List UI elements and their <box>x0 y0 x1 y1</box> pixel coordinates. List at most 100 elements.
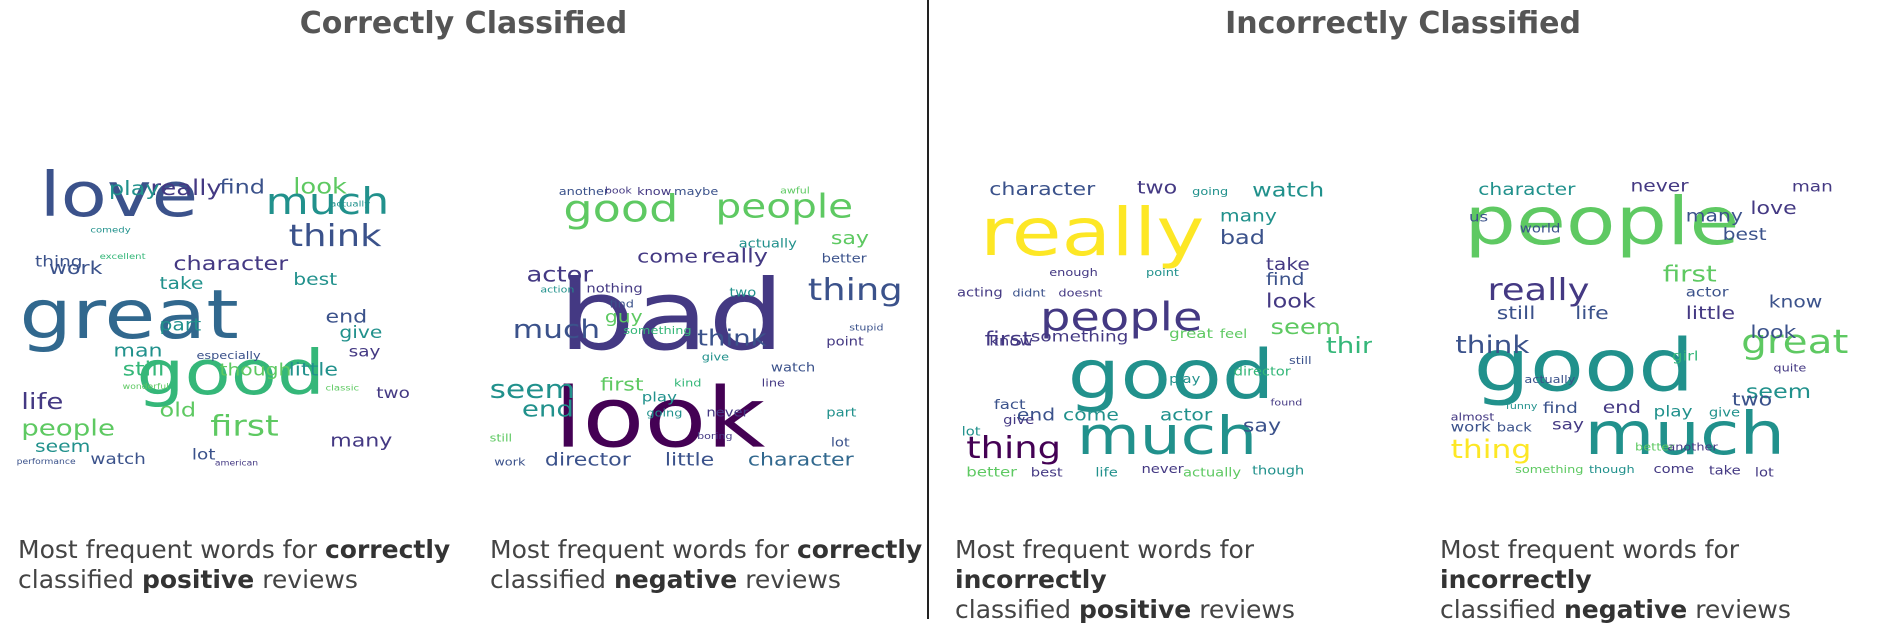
word-take: take <box>1709 465 1741 478</box>
correctly-classified-title: Correctly Classified <box>299 6 628 41</box>
word-feel: feel <box>1220 328 1247 341</box>
word-going: going <box>646 407 682 420</box>
section-divider <box>927 0 929 619</box>
word-say: say <box>1552 415 1584 433</box>
word-people: people <box>1040 295 1203 341</box>
word-man: man <box>1792 177 1833 195</box>
word-seem: seem <box>1271 314 1341 339</box>
word-still: still <box>123 358 165 380</box>
word-life: life <box>21 389 63 415</box>
caption-text: Most frequent words for <box>1440 535 1740 564</box>
word-come: come <box>637 246 698 267</box>
word-thing: thing <box>966 430 1061 465</box>
word-line: line <box>762 377 785 390</box>
word-acting: acting <box>957 287 1003 300</box>
word-look: look <box>554 370 766 466</box>
word-come: come <box>1063 406 1119 425</box>
word-thing: thing <box>1451 434 1532 464</box>
word-world: world <box>1520 223 1561 236</box>
word-little: little <box>289 358 338 379</box>
word-girl: girl <box>1672 348 1699 364</box>
caption-text: classified <box>955 595 1079 624</box>
caption-text: reviews <box>254 565 358 594</box>
word-wonderful: wonderful <box>123 382 169 391</box>
wordcloud-incorrect-negative: people good much great thing really first think… <box>1446 150 1861 488</box>
word-though: though <box>1589 463 1635 476</box>
word-maybe: maybe <box>674 185 718 198</box>
word-much: much <box>266 181 390 223</box>
word-two: two <box>729 287 756 300</box>
word-better: better <box>966 464 1018 480</box>
word-something: something <box>623 324 691 337</box>
word-give: give <box>1709 407 1740 420</box>
word-know: know <box>637 185 672 198</box>
word-really: really <box>1488 273 1590 308</box>
word-end: end <box>1017 406 1055 425</box>
word-fact: fact <box>994 397 1026 413</box>
word-actor: actor <box>1160 406 1213 425</box>
word-another: another <box>559 185 610 198</box>
caption-emphasis: incorrectly <box>1440 565 1592 594</box>
word-bad: bad <box>559 259 785 372</box>
word-work: work <box>494 456 525 469</box>
word-little: little <box>1686 302 1735 323</box>
word-play: play <box>1169 373 1200 386</box>
word-director: director <box>1234 366 1292 379</box>
word-life: life <box>1575 302 1609 323</box>
word-say: say <box>349 342 381 360</box>
word-much: much <box>513 314 600 344</box>
wordcloud-correct-negative: bad look good people thing much seem actor end th… <box>485 150 900 488</box>
word-first: first <box>600 373 643 394</box>
word-enough: enough <box>1049 266 1098 279</box>
word-say: say <box>831 227 869 248</box>
word-take: take <box>1266 256 1310 275</box>
word-better: better <box>1635 441 1675 454</box>
word-lot: lot <box>192 445 216 463</box>
word-love: love <box>1750 197 1796 218</box>
word-another: another <box>1667 441 1718 454</box>
word-actually: actually <box>330 199 371 209</box>
word-good: good <box>137 338 326 409</box>
word-thing: thing <box>808 273 900 308</box>
word-watch: watch <box>1252 180 1324 202</box>
word-many: many <box>1686 207 1743 226</box>
word-much: much <box>1077 405 1257 467</box>
word-great: great <box>19 275 238 354</box>
word-give: give <box>702 350 729 363</box>
word-kind: kind <box>674 377 701 390</box>
word-life: life <box>1095 467 1117 480</box>
word-lot: lot <box>962 426 981 439</box>
word-character: character <box>748 448 855 469</box>
word-little: little <box>665 448 714 469</box>
word-excellent: excellent <box>100 252 146 262</box>
caption-incorrect-positive: Most frequent words for incorrectly clas… <box>955 535 1395 625</box>
word-find: find <box>220 177 266 199</box>
word-actor: actor <box>1686 284 1730 300</box>
word-back: back <box>1497 422 1532 435</box>
word-still: still <box>1289 354 1312 367</box>
word-look: look <box>293 174 347 199</box>
word-performance: performance <box>17 457 76 466</box>
word-say: say <box>1243 415 1281 436</box>
word-guy: guy <box>605 308 643 327</box>
word-many: many <box>1220 207 1277 226</box>
caption-emphasis: negative <box>613 565 738 594</box>
word-end: end <box>1603 399 1641 418</box>
word-going: going <box>1192 185 1228 198</box>
word-know: know <box>1769 293 1823 312</box>
word-best: best <box>293 271 337 290</box>
word-think: think <box>1455 331 1530 359</box>
caption-emphasis: positive <box>141 565 255 594</box>
word-play: play <box>109 178 160 200</box>
word-lot: lot <box>831 437 850 450</box>
word-people: people <box>716 187 854 225</box>
word-love: love <box>40 160 199 231</box>
word-classic: classic <box>326 383 360 393</box>
word-though: though <box>220 361 292 380</box>
caption-text: classified <box>18 565 142 594</box>
word-two: two <box>1137 177 1177 198</box>
word-actor: actor <box>527 262 594 287</box>
word-good: good <box>1474 324 1695 408</box>
word-watch: watch <box>771 362 815 375</box>
caption-emphasis: positive <box>1078 595 1192 624</box>
